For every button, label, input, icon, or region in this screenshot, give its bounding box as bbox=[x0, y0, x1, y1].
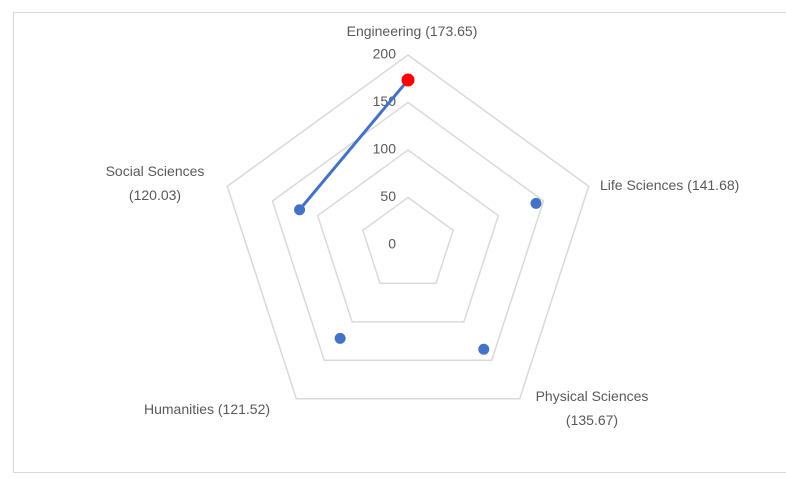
grid-ring bbox=[361, 196, 455, 285]
grid-ring bbox=[271, 101, 545, 362]
series-line bbox=[298, 79, 410, 211]
category-label: Life Sciences (141.68) bbox=[600, 177, 739, 193]
data-point bbox=[530, 197, 542, 209]
category-label-line: (120.03) bbox=[129, 187, 181, 203]
category-label-line: Humanities (121.52) bbox=[144, 401, 270, 417]
category-label: Social Sciences (120.03) bbox=[106, 163, 205, 203]
category-label-line: Social Sciences bbox=[106, 163, 205, 179]
data-point bbox=[334, 332, 346, 344]
data-point bbox=[401, 73, 415, 87]
category-label: Physical Sciences (135.67) bbox=[536, 388, 649, 428]
grid-ring bbox=[226, 54, 590, 400]
category-label: Humanities (121.52) bbox=[144, 401, 270, 417]
r-tick-label: 100 bbox=[373, 141, 397, 157]
chart-frame bbox=[13, 12, 786, 473]
category-label-line: Physical Sciences bbox=[536, 388, 649, 404]
category-label-line: Engineering (173.65) bbox=[347, 23, 478, 39]
data-point bbox=[294, 204, 306, 216]
r-tick-label: 50 bbox=[380, 188, 396, 204]
r-tick-label: 150 bbox=[373, 93, 397, 109]
category-label: Engineering (173.65) bbox=[347, 23, 478, 39]
category-label-line: (135.67) bbox=[566, 412, 618, 428]
data-point bbox=[478, 343, 490, 355]
grid-ring bbox=[316, 149, 500, 323]
r-tick-label: 0 bbox=[388, 236, 396, 252]
r-tick-label: 200 bbox=[373, 46, 397, 62]
category-label-line: Life Sciences (141.68) bbox=[600, 177, 739, 193]
